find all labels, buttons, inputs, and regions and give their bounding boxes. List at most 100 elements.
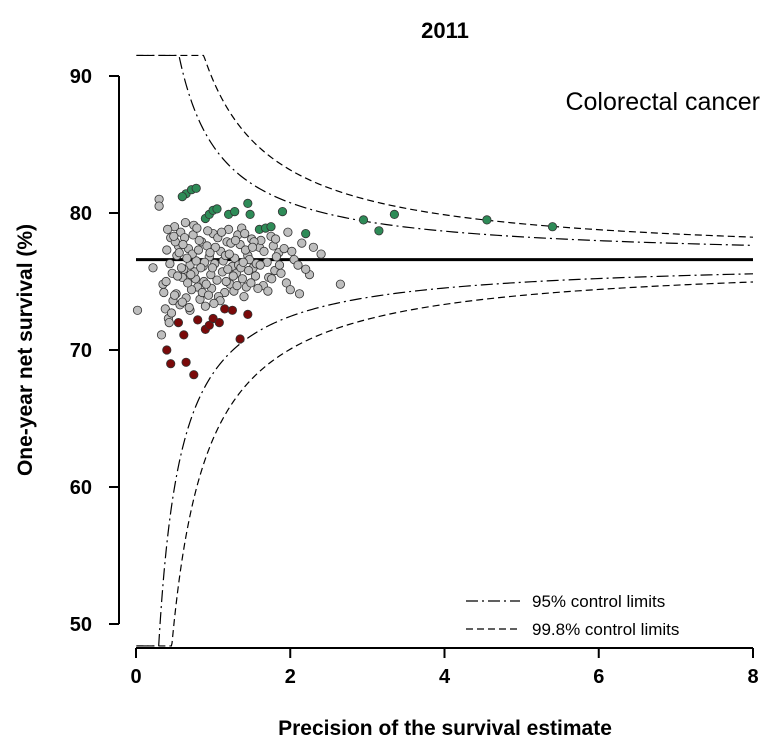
data-point (271, 252, 281, 262)
cancer-type-label: Colorectal cancer (565, 88, 760, 116)
data-point (203, 290, 214, 300)
data-point (293, 260, 303, 270)
data-point (227, 305, 237, 315)
data-point (186, 285, 197, 295)
legend-998-label: 99.8% control limits (532, 620, 679, 639)
control-limits (136, 54, 754, 647)
data-point (267, 274, 277, 284)
data-point (247, 242, 258, 252)
data-point (163, 224, 173, 234)
data-point (230, 235, 241, 245)
data-point (159, 287, 169, 298)
data-point (283, 227, 293, 237)
data-points (132, 183, 558, 380)
data-point (482, 215, 492, 225)
data-point (253, 283, 263, 293)
data-point (240, 229, 250, 239)
y-tick-label: 80 (70, 203, 92, 225)
data-point (207, 263, 217, 273)
data-point (230, 207, 240, 217)
data-point (232, 280, 242, 291)
limit-95-lower (136, 273, 754, 647)
data-point (186, 269, 196, 280)
x-ticks: 0 2 4 6 8 (130, 648, 759, 688)
data-point (132, 305, 143, 315)
data-point (221, 276, 231, 287)
data-point (316, 249, 326, 259)
data-point (259, 246, 269, 256)
data-point (235, 334, 245, 344)
data-point (162, 345, 172, 355)
data-point (180, 218, 190, 228)
data-point (210, 242, 220, 252)
limit-998-lower (136, 281, 754, 647)
x-tick-label: 4 (439, 666, 451, 688)
y-tick-label: 70 (70, 340, 92, 362)
data-point (176, 263, 187, 273)
data-point (173, 271, 183, 281)
data-point (358, 215, 369, 225)
data-point (281, 278, 291, 288)
data-point (245, 209, 255, 219)
data-point (266, 222, 276, 232)
data-point (294, 289, 305, 299)
y-axis-title: One-year net survival (%) (14, 224, 37, 476)
data-point (244, 265, 254, 276)
data-point (205, 248, 215, 258)
data-point (154, 201, 164, 211)
legend: 95% control limits 99.8% control limits (466, 592, 679, 639)
y-tick-label: 50 (70, 614, 92, 636)
data-point (279, 244, 289, 254)
data-point (250, 271, 261, 281)
data-point (183, 278, 193, 288)
data-point (177, 192, 187, 202)
data-point (209, 298, 219, 308)
data-point (277, 207, 288, 217)
data-point (169, 231, 179, 241)
data-point (308, 242, 318, 252)
data-point (166, 308, 177, 318)
data-point (164, 317, 174, 328)
data-point (148, 263, 158, 273)
data-point (274, 260, 285, 270)
data-point (287, 246, 297, 256)
data-point (547, 222, 558, 232)
y-tick-label: 60 (70, 477, 92, 499)
data-point (243, 309, 253, 319)
data-point (188, 230, 198, 240)
data-point (166, 359, 176, 369)
data-point (246, 278, 256, 288)
chart-title: 2011 (421, 18, 469, 43)
data-point (173, 317, 183, 328)
data-point (189, 370, 199, 380)
data-point (255, 260, 265, 270)
y-ticks: 50 60 70 80 90 (70, 66, 119, 636)
data-point (196, 263, 206, 273)
limit-998-upper (136, 54, 754, 238)
data-point (156, 330, 167, 340)
data-point (193, 315, 203, 325)
data-point (217, 227, 227, 237)
data-point (161, 276, 171, 287)
data-point (204, 320, 214, 330)
data-point (389, 209, 399, 219)
data-point (201, 279, 211, 289)
data-point (301, 229, 311, 239)
data-point (170, 290, 180, 300)
data-point (270, 234, 281, 244)
data-point (243, 198, 253, 208)
data-point (212, 204, 222, 214)
data-point (174, 248, 184, 258)
data-point (301, 264, 311, 274)
x-tick-label: 8 (747, 666, 758, 688)
data-point (224, 249, 234, 259)
legend-95-label: 95% control limits (532, 592, 665, 611)
y-tick-label: 90 (70, 66, 92, 88)
data-point (194, 235, 204, 245)
data-point (191, 183, 201, 193)
data-point (276, 268, 286, 278)
x-axis-title: Precision of the survival estimate (278, 717, 612, 740)
data-point (165, 259, 175, 269)
data-point (193, 245, 204, 255)
data-point (374, 226, 384, 236)
